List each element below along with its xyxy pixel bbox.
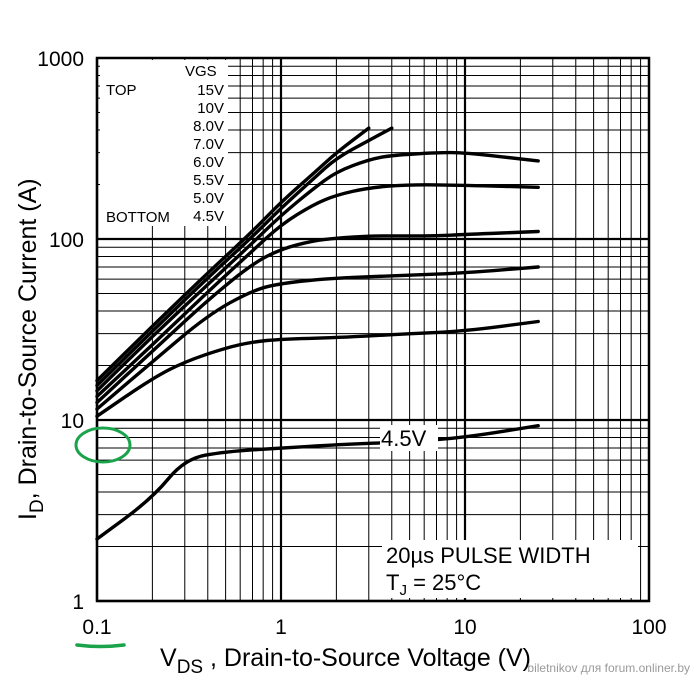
legend-entry: 15V — [197, 82, 224, 99]
series-line-8.0V — [95, 150, 540, 393]
legend-entry: 7.0V — [193, 136, 224, 153]
highlight-underline — [75, 643, 126, 649]
watermark: biletnikov для forum.onliner.by — [527, 661, 690, 675]
series-line-7.0V — [95, 183, 540, 399]
legend-box — [100, 60, 228, 226]
y-tick-label: 100 — [49, 229, 84, 252]
legend-layer: VGS TOP BOTTOM 15V10V8.0V7.0V6.0V5.5V5.0… — [106, 63, 224, 226]
legend-top-label: TOP — [106, 82, 137, 99]
curve-label-bg — [380, 425, 438, 451]
series-line-6.0V — [95, 229, 540, 405]
series-line-10V — [95, 126, 394, 388]
legend-entry: 10V — [197, 100, 224, 117]
series-line-5.5V — [95, 265, 540, 411]
x-axis-title: VDS , Drain-to-Source Voltage (V) — [160, 644, 531, 678]
legend-entry: 6.0V — [193, 154, 224, 171]
legend-entry: 5.0V — [193, 190, 224, 207]
y-axis-title: ID, Drain-to-Source Current (A) — [14, 178, 48, 520]
series-layer — [95, 126, 540, 541]
legend-entry: 8.0V — [193, 118, 224, 135]
pulse-width-note: 20µs PULSE WIDTH — [386, 543, 591, 568]
grid-layer — [95, 58, 649, 603]
x-tick-label: 10 — [453, 616, 476, 639]
junction-temp-note: TJ = 25°C — [386, 570, 481, 599]
curve-label-4.5v: 4.5V — [381, 426, 427, 451]
legend-bottom-label: BOTTOM — [106, 209, 170, 226]
legend-entry: 5.5V — [193, 172, 224, 189]
series-line-15V — [95, 126, 371, 383]
x-tick-label: 100 — [631, 616, 666, 639]
y-tick-label: 1 — [72, 591, 84, 614]
y-tick-label: 1000 — [37, 48, 84, 71]
legend-header: VGS — [185, 63, 217, 80]
y-tick-label: 10 — [61, 410, 84, 433]
series-line-4.5V — [95, 424, 540, 541]
highlight-ellipse — [74, 426, 132, 464]
x-tick-label: 0.1 — [82, 616, 111, 639]
note-bg — [382, 540, 638, 598]
x-tick-label: 1 — [275, 616, 287, 639]
plot-frame — [95, 56, 651, 603]
legend-entry: 4.5V — [193, 208, 224, 225]
series-line-5.0V — [95, 319, 540, 418]
